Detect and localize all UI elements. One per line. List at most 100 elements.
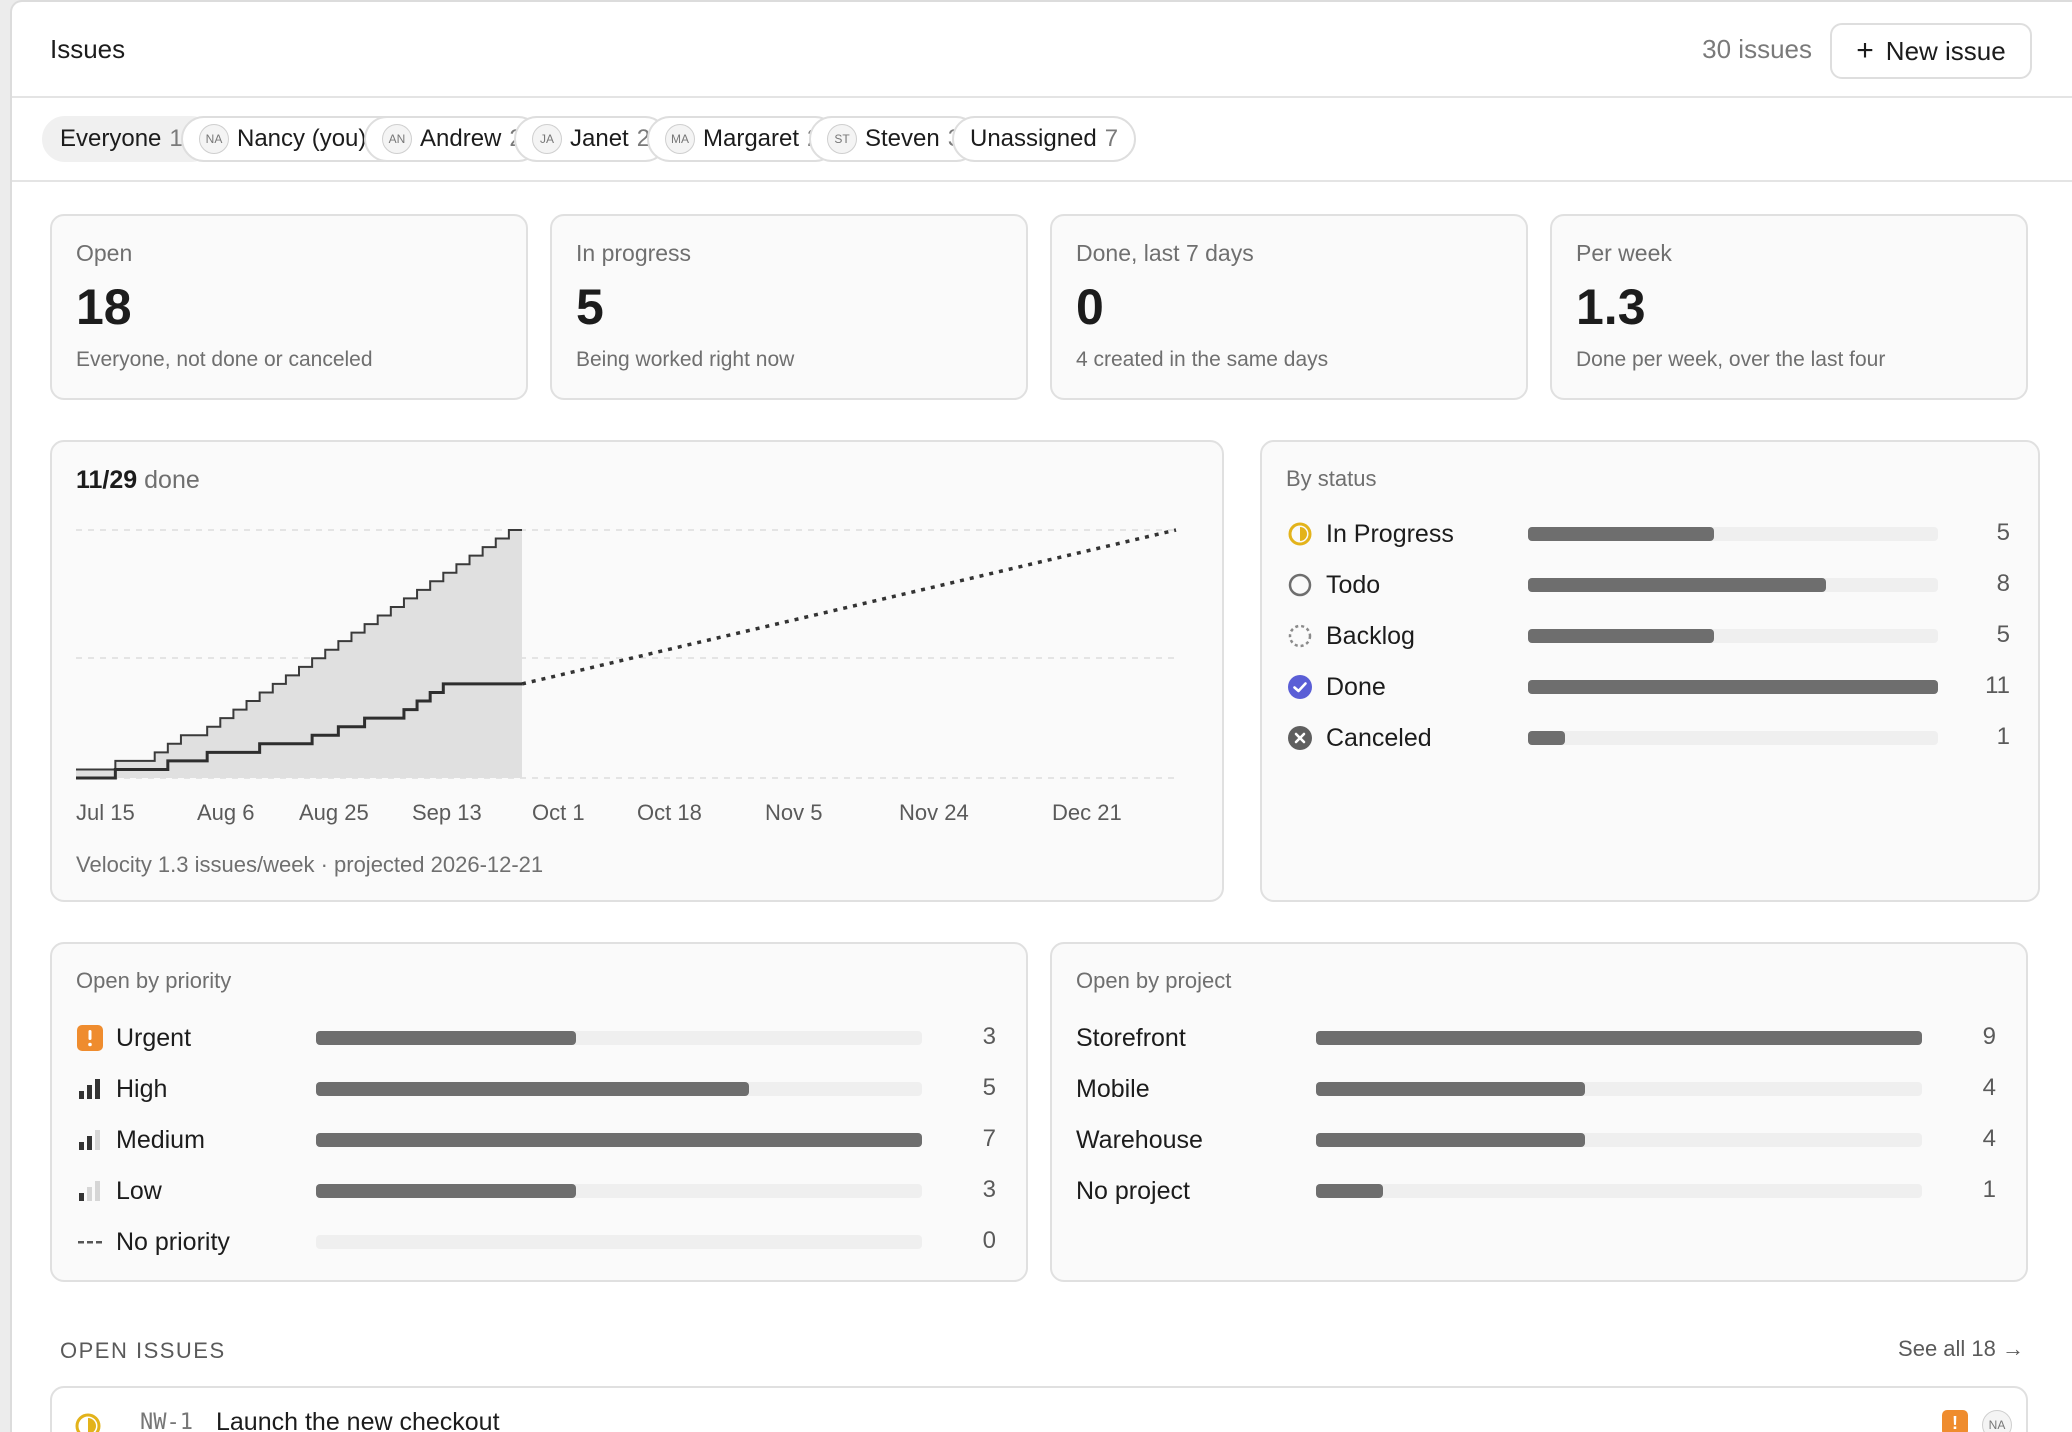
- row-label: Backlog: [1326, 621, 1415, 650]
- filter-chip-margaret[interactable]: MA Margaret 2: [647, 116, 839, 162]
- section-title: By status: [1286, 466, 1377, 491]
- no-priority-icon: [76, 1228, 104, 1256]
- stat-card-in-progress: In progress 5 Being worked right now: [550, 214, 1028, 400]
- project-row-no-project[interactable]: No project: [1076, 1171, 1190, 1211]
- bar-fill: [316, 1184, 576, 1198]
- row-label: Mobile: [1076, 1074, 1150, 1103]
- open-issues-heading: OPEN ISSUES: [60, 1338, 226, 1363]
- bar-track: [1316, 1133, 1922, 1147]
- chip-count: 7: [1104, 125, 1119, 152]
- avatar: JA: [532, 124, 562, 154]
- x-tick-label: Oct 1: [532, 800, 585, 825]
- row-count: 5: [982, 1074, 996, 1101]
- chip-label: Unassigned: [970, 125, 1097, 152]
- stat-card-open: Open 18 Everyone, not done or canceled: [50, 214, 528, 400]
- bar-fill: [1528, 578, 1827, 592]
- issue-title: Launch the new checkout: [216, 1408, 500, 1432]
- chip-label: Andrew: [420, 125, 502, 152]
- issue-row[interactable]: NW-1 Launch the new checkout ! NA: [50, 1386, 2028, 1432]
- half-circle-icon: [1286, 520, 1314, 548]
- stat-subtitle: Done per week, over the last four: [1576, 348, 1886, 371]
- row-label: Todo: [1326, 570, 1381, 599]
- bar-track: [1316, 1082, 1922, 1096]
- bar-track: [1528, 731, 1938, 745]
- circle-icon: [1286, 571, 1314, 599]
- filter-chip-unassigned[interactable]: Unassigned 7: [952, 116, 1137, 162]
- stat-label: Per week: [1576, 240, 1672, 266]
- chip-label: Steven: [865, 125, 940, 152]
- priority-row-medium[interactable]: Medium: [76, 1120, 205, 1160]
- bar-track: [1528, 578, 1938, 592]
- project-row-warehouse[interactable]: Warehouse: [1076, 1120, 1203, 1160]
- row-count: 11: [1985, 672, 2010, 699]
- bar-track: [316, 1133, 922, 1147]
- row-label: Urgent: [116, 1023, 192, 1052]
- filter-chip-steven[interactable]: ST Steven 3: [809, 116, 980, 162]
- bar-fill: [1316, 1184, 1384, 1198]
- status-row-canceled[interactable]: Canceled: [1286, 718, 1432, 758]
- bar-track: [316, 1082, 922, 1096]
- row-count: 1: [1982, 1176, 1996, 1203]
- dashed-circle-icon: [1286, 622, 1314, 650]
- velocity-note: Velocity 1.3 issues/week · projected 202…: [76, 852, 544, 877]
- burnup-chart: Jul 15 Aug 6 Aug 25 Sep 13 Oct 1 Oct 18 Nov 5 N…: [76, 528, 1177, 825]
- status-row-backlog[interactable]: Backlog: [1286, 616, 1415, 656]
- urgent-icon: !: [1942, 1410, 1968, 1432]
- chip-label: Margaret: [703, 125, 800, 152]
- stat-card-done-last-7-days: Done, last 7 days 0 4 created in the sam…: [1050, 214, 1528, 400]
- stat-value: 1.3: [1576, 279, 1646, 335]
- priority-row-urgent[interactable]: Urgent: [76, 1018, 191, 1058]
- bar-fill: [316, 1031, 576, 1045]
- bar-fill: [1528, 527, 1715, 541]
- row-label: In Progress: [1326, 519, 1454, 548]
- project-row-mobile[interactable]: Mobile: [1076, 1069, 1150, 1109]
- bar-track: [1528, 629, 1938, 643]
- row-count: 5: [1996, 519, 2010, 546]
- row-count: 7: [982, 1125, 996, 1152]
- status-row-todo[interactable]: Todo: [1286, 565, 1380, 605]
- see-all-link[interactable]: See all 18 →: [1898, 1336, 2024, 1361]
- done-suffix: done: [144, 466, 200, 494]
- row-count: 8: [1996, 570, 2010, 597]
- issue-count: 30 issues: [1702, 34, 1812, 64]
- avatar: MA: [665, 124, 695, 154]
- scope-area: [76, 530, 522, 778]
- x-tick-label: Dec 21: [1052, 800, 1122, 825]
- status-row-in-progress[interactable]: In Progress: [1286, 514, 1454, 554]
- stat-label: Open: [76, 240, 133, 266]
- priority-row-low[interactable]: Low: [76, 1171, 162, 1211]
- bar-track: [1528, 680, 1938, 694]
- avatar: NA: [199, 124, 229, 154]
- bar-fill: [1316, 1133, 1586, 1147]
- row-count: 9: [1982, 1023, 1996, 1050]
- chart-title: 11/29 done: [76, 466, 200, 495]
- row-label: Storefront: [1076, 1023, 1186, 1052]
- avatar: AN: [382, 124, 412, 154]
- chip-label: Everyone: [60, 125, 162, 152]
- project-row-storefront[interactable]: Storefront: [1076, 1018, 1186, 1058]
- x-tick-label: Nov 24: [899, 800, 969, 825]
- bar-track: [316, 1184, 922, 1198]
- projection-line: [521, 528, 1177, 686]
- filter-chip-janet[interactable]: JA Janet 2: [514, 116, 669, 162]
- new-issue-button[interactable]: + New issue: [1830, 23, 2032, 79]
- row-count: 4: [1982, 1074, 1996, 1101]
- open-by-project-card: Open by project Storefront 9 Mobile 4 Wareho…: [1050, 942, 2028, 1282]
- stat-value: 5: [576, 279, 604, 335]
- status-row-done[interactable]: Done: [1286, 667, 1386, 707]
- bar-track: [316, 1031, 922, 1045]
- x-tick-label: Sep 13: [412, 800, 482, 825]
- scope-line: [76, 529, 522, 771]
- row-label: Medium: [116, 1125, 205, 1154]
- priority-row-high[interactable]: High: [76, 1069, 167, 1109]
- stat-label: Done, last 7 days: [1076, 240, 1254, 266]
- plus-icon: +: [1856, 34, 1874, 67]
- page-title: Issues: [50, 34, 126, 64]
- bar-fill: [1316, 1031, 1922, 1045]
- stat-subtitle: Being worked right now: [576, 348, 795, 371]
- priority-row-no-priority[interactable]: No priority: [76, 1222, 230, 1262]
- bar-track: [1316, 1184, 1922, 1198]
- row-label: Done: [1326, 672, 1386, 701]
- new-issue-label: New issue: [1885, 35, 2006, 66]
- row-label: Low: [116, 1176, 162, 1205]
